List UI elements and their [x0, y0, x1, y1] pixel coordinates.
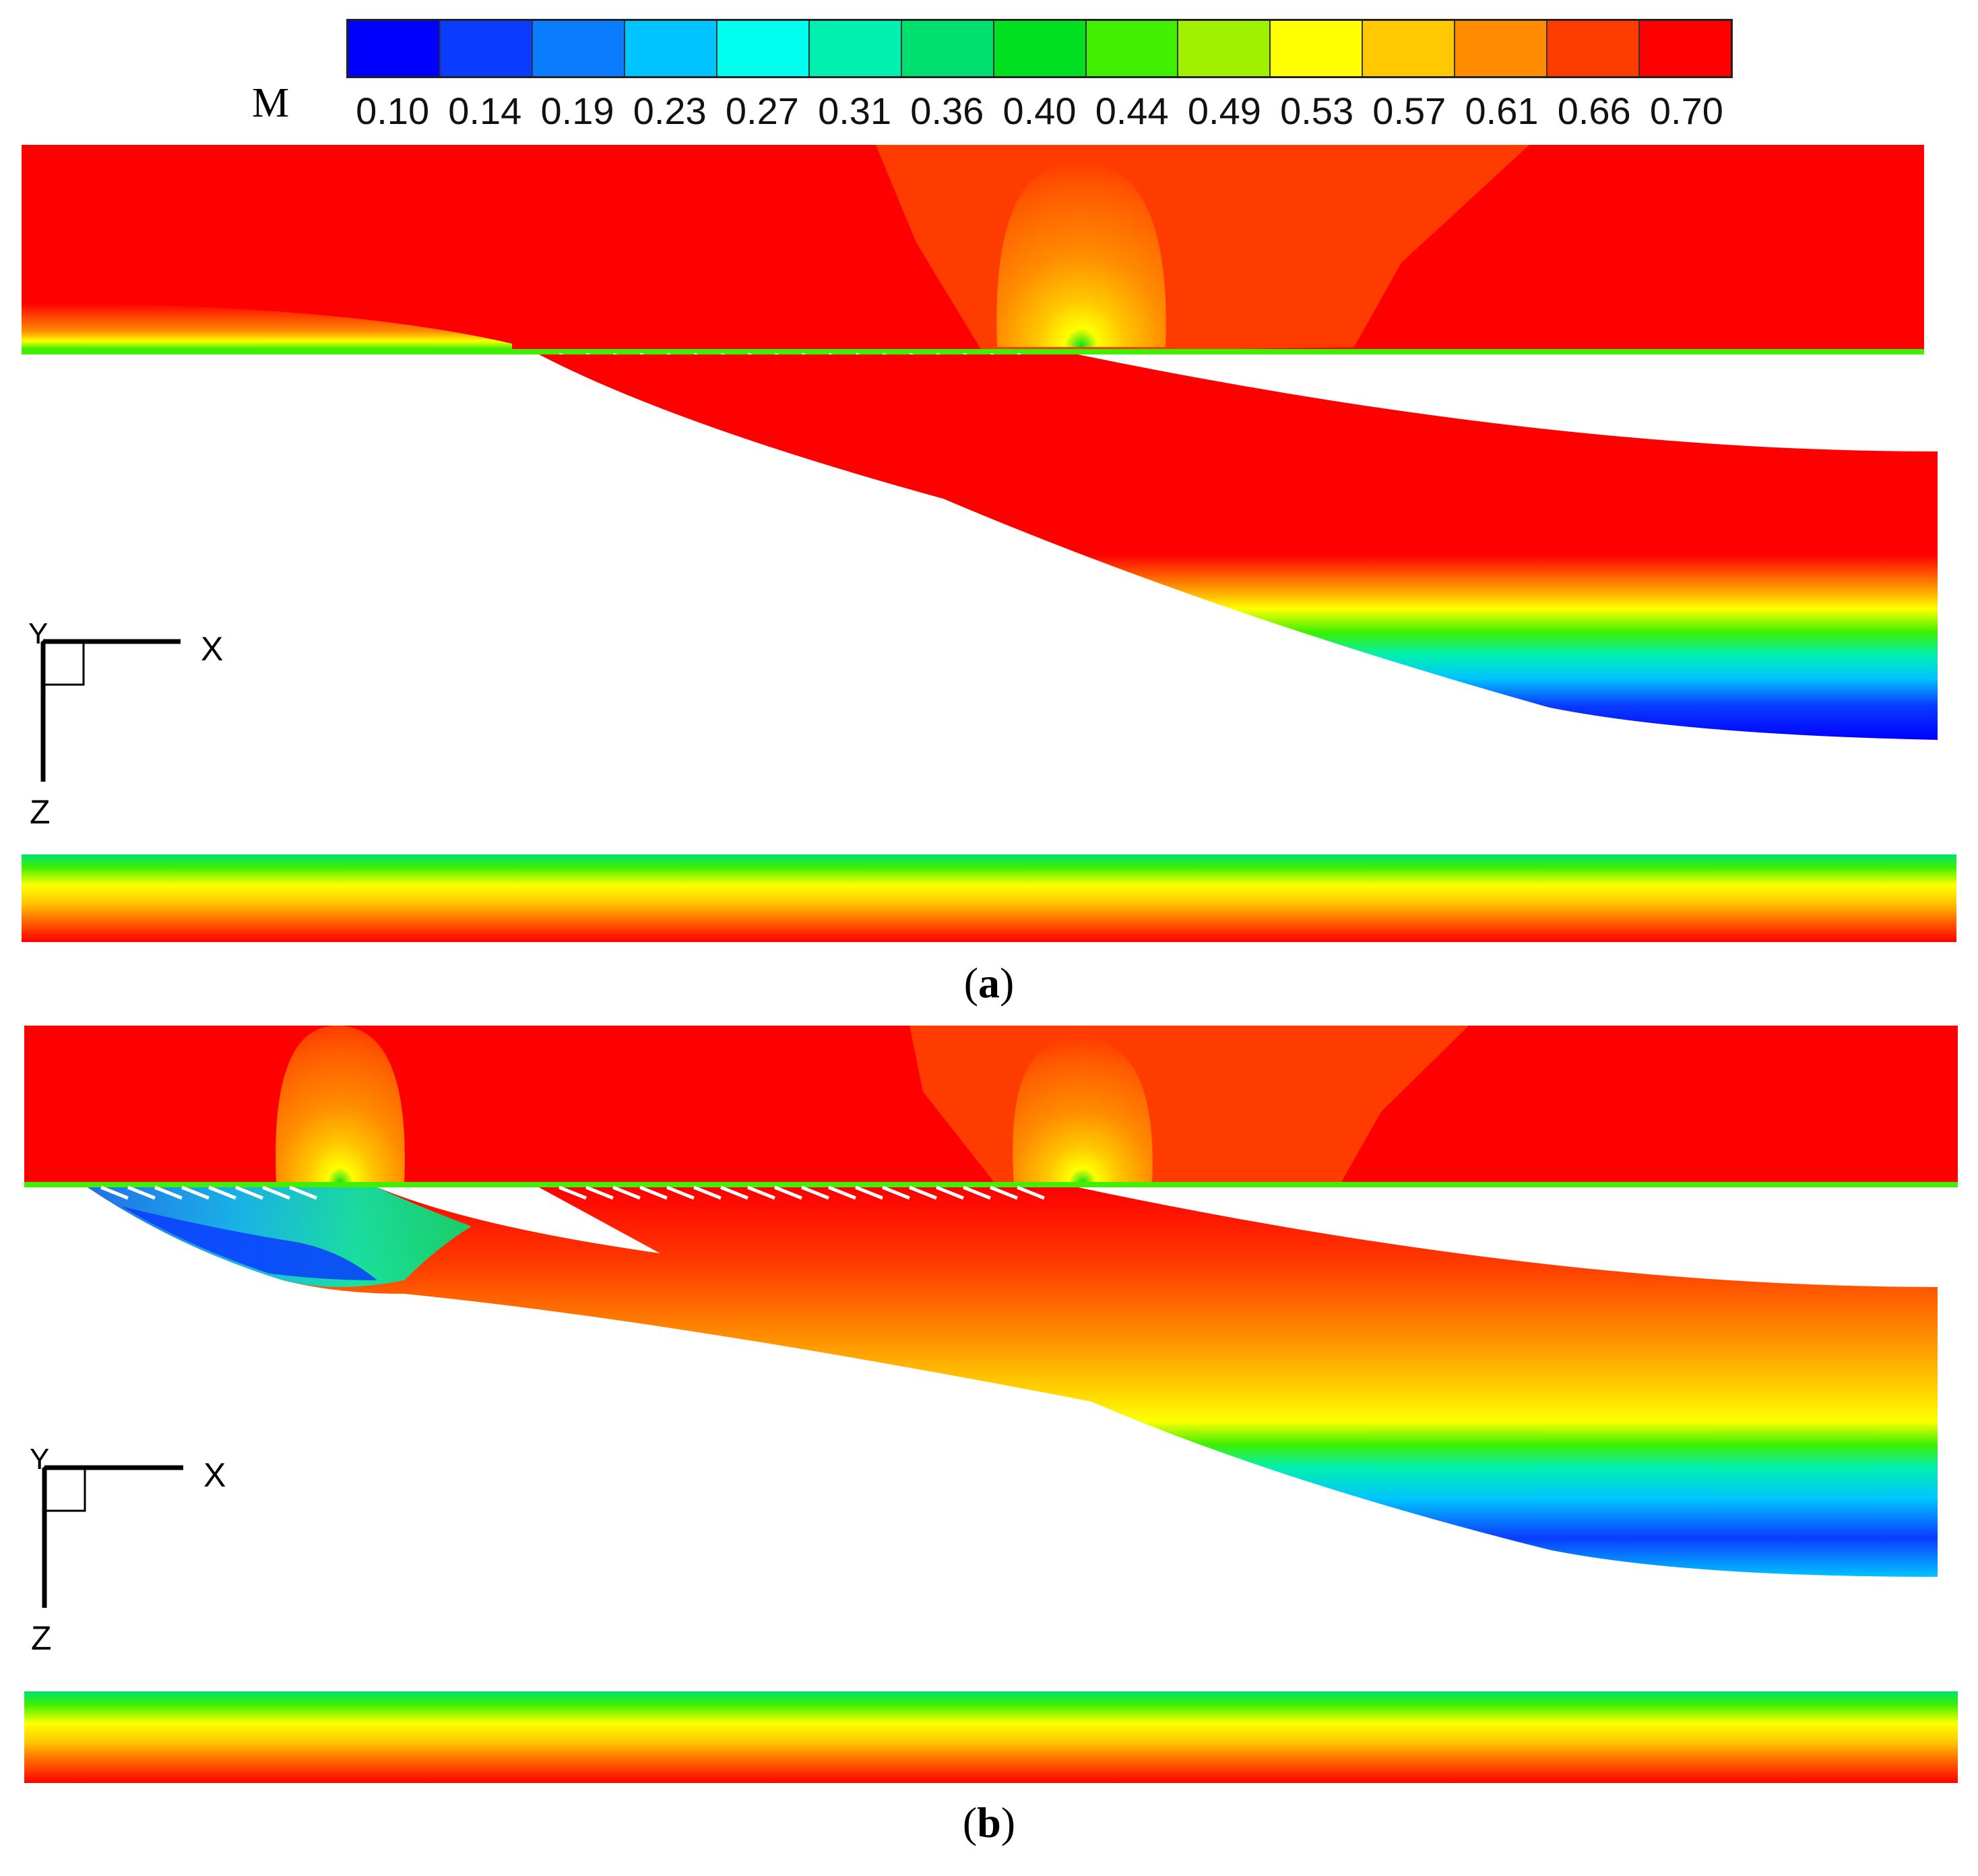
caption-b-letter: b: [977, 1799, 1001, 1846]
axis-x-label: X: [201, 630, 223, 668]
legend-tick-label: 0.70: [1649, 90, 1723, 132]
legend-tick-label: 0.19: [540, 90, 614, 132]
caption-a-open: (: [963, 959, 978, 1007]
legend-swatch: [809, 21, 902, 76]
legend-tick-label: 0.53: [1280, 90, 1354, 132]
legend-tick-label: 0.57: [1372, 90, 1446, 132]
legend-swatch: [1455, 21, 1548, 76]
caption-b-open: (: [962, 1799, 978, 1846]
legend-swatch: [1363, 21, 1456, 76]
legend-tick-label: 0.23: [633, 90, 707, 132]
legend-swatch: [1178, 21, 1271, 76]
legend-tick-label: 0.49: [1187, 90, 1261, 132]
axis-y-label: Y: [30, 1443, 49, 1476]
color-legend-bar: [346, 19, 1733, 78]
legend-swatch: [1548, 21, 1640, 76]
legend-tick-label: 0.27: [725, 90, 799, 132]
legend-swatch: [348, 21, 441, 76]
legend-swatch: [532, 21, 625, 76]
caption-a-letter: a: [978, 959, 1000, 1007]
legend-tick-label: 0.44: [1095, 90, 1169, 132]
contour-panel-b: X Y Z: [24, 1026, 1958, 1783]
legend-tick-label: 0.40: [1002, 90, 1077, 132]
axis-y-label: Y: [28, 617, 48, 650]
legend-swatch: [440, 21, 533, 76]
legend-swatch: [717, 21, 810, 76]
caption-a: (a): [0, 958, 1978, 1008]
legend-tick-label: 0.31: [818, 90, 892, 132]
legend-tick-label: 0.36: [910, 90, 984, 132]
legend-tick-label: 0.10: [356, 90, 430, 132]
caption-a-close: ): [1000, 959, 1015, 1007]
legend-swatch: [1086, 21, 1179, 76]
legend-swatch: [901, 21, 994, 76]
axis-z-label: Z: [30, 793, 51, 831]
legend-tick-label: 0.14: [448, 90, 522, 132]
caption-b-close: ): [1000, 1799, 1016, 1846]
legend-tick-labels: 0.10 0.14 0.19 0.23 0.27 0.31 0.36 0.40 0.44 0.49…: [346, 89, 1733, 136]
contour-panel-a: X Y Z: [22, 145, 1956, 942]
legend-swatch: [625, 21, 717, 76]
axis-z-label: Z: [31, 1619, 52, 1657]
legend-swatch: [1640, 21, 1731, 76]
legend-tick-label: 0.61: [1465, 90, 1539, 132]
legend-swatch: [994, 21, 1087, 76]
legend-swatch: [1271, 21, 1364, 76]
caption-b: (b): [0, 1798, 1978, 1848]
legend-variable-label: M: [252, 80, 290, 126]
axis-x-label: X: [203, 1456, 226, 1494]
legend-tick-label: 0.66: [1557, 90, 1631, 132]
